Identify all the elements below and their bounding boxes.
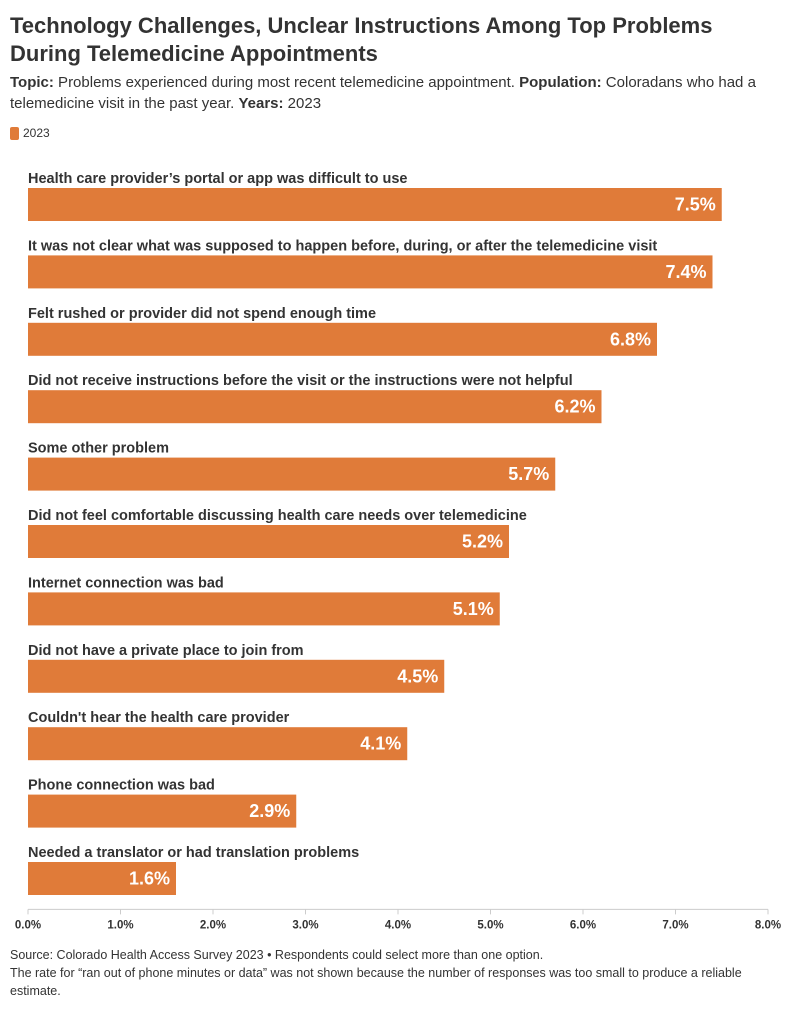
x-tick-label: 4.0% — [385, 919, 411, 930]
population-text: Coloradans who had a telemedicine visit … — [10, 74, 756, 112]
bar — [28, 862, 176, 895]
data-label: 4.1% — [360, 734, 401, 754]
years-text: 2023 — [283, 95, 322, 112]
bar — [28, 525, 509, 558]
chart-title: Technology Challenges, Unclear Instructi… — [10, 13, 713, 66]
bar — [28, 659, 445, 693]
category-label: Did not receive instructions before the … — [28, 373, 573, 389]
source-note: Source: Colorado Health Access Survey 20… — [10, 948, 544, 962]
data-label: 2.9% — [249, 801, 290, 821]
category-label: It was not clear what was supposed to ha… — [28, 238, 657, 254]
data-label: 5.1% — [453, 599, 494, 619]
x-tick-label: 8.0% — [755, 919, 781, 930]
bar — [28, 322, 657, 356]
category-label: Did not have a private place to join fro… — [28, 643, 304, 659]
category-label: Couldn't hear the health care provider — [28, 710, 290, 726]
chart-subtitle: Topic: Problems experienced during most … — [10, 72, 786, 114]
chart-legend: 2023 — [10, 126, 50, 140]
data-label: 7.5% — [675, 195, 716, 215]
x-tick-label: 3.0% — [292, 919, 318, 930]
category-label: Did not feel comfortable discussing heal… — [28, 508, 527, 524]
category-label: Phone connection was bad — [28, 778, 215, 794]
bar — [28, 457, 556, 491]
x-tick-label: 0.0% — [15, 919, 41, 930]
category-label: Felt rushed or provider did not spend en… — [28, 306, 376, 322]
data-label: 6.2% — [554, 397, 595, 417]
category-label: Health care provider’s portal or app was… — [28, 171, 408, 187]
population-label: Population: — [519, 74, 602, 91]
bar — [28, 390, 602, 424]
bar — [28, 255, 713, 289]
legend-swatch — [10, 126, 19, 140]
bar — [28, 794, 297, 828]
x-tick-label: 7.0% — [662, 919, 688, 930]
data-label: 7.4% — [665, 262, 706, 282]
data-label: 6.8% — [610, 329, 651, 349]
years-label: Years: — [238, 95, 284, 112]
data-label: 1.6% — [129, 869, 170, 889]
x-tick-label: 1.0% — [107, 919, 133, 930]
data-label: 4.5% — [397, 666, 438, 686]
category-label: Needed a translator or had translation p… — [28, 845, 359, 861]
bar — [28, 727, 408, 761]
bar — [28, 188, 722, 221]
topic-label: Topic: — [10, 74, 54, 91]
category-label: Internet connection was bad — [28, 575, 224, 591]
data-label: 5.7% — [508, 464, 549, 484]
data-label: 5.2% — [462, 532, 503, 552]
x-tick-label: 6.0% — [570, 919, 596, 930]
bar-chart: Health care provider’s portal or app was… — [15, 171, 781, 930]
rate-note: The rate for “ran out of phone minutes o… — [10, 966, 742, 998]
chart-footer: Source: Colorado Health Access Survey 20… — [10, 946, 786, 1000]
topic-text: Problems experienced during most recent … — [53, 74, 520, 91]
bar — [28, 592, 500, 626]
category-label: Some other problem — [28, 441, 169, 457]
x-tick-label: 5.0% — [477, 919, 503, 930]
x-tick-label: 2.0% — [200, 919, 226, 930]
legend-label: 2023 — [23, 126, 50, 140]
